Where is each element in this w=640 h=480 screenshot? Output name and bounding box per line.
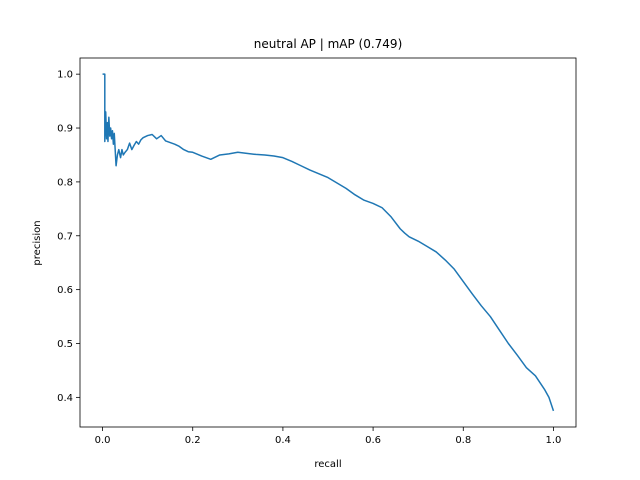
- x-tick-label: 0.8: [455, 435, 471, 446]
- y-tick-label: 0.4: [57, 393, 73, 404]
- plot-content: [102, 73, 555, 412]
- x-tick-label: 0.0: [95, 435, 111, 446]
- y-tick-label: 0.6: [57, 285, 73, 296]
- series-line-0: [102, 73, 555, 412]
- y-tick-label: 1.0: [57, 70, 73, 81]
- x-tick-label: 1.0: [546, 435, 562, 446]
- x-tick-label: 0.4: [275, 435, 291, 446]
- y-axis-label: precision: [32, 220, 43, 265]
- plot-frame: [79, 57, 577, 428]
- x-tick-label: 0.6: [365, 435, 381, 446]
- chart-title: neutral AP | mAP (0.749): [254, 37, 403, 51]
- x-tick-label: 0.2: [185, 435, 201, 446]
- y-tick-label: 0.9: [57, 124, 73, 135]
- x-axis-ticks: 0.0 0.2 0.4 0.6 0.8 1.0: [95, 427, 562, 446]
- x-axis-label: recall: [314, 459, 341, 470]
- y-tick-label: 0.8: [57, 177, 73, 188]
- y-tick-label: 0.7: [57, 231, 73, 242]
- y-axis-ticks: 0.4 0.5 0.6 0.7 0.8 0.9 1.0: [57, 70, 80, 404]
- y-tick-label: 0.5: [57, 339, 73, 350]
